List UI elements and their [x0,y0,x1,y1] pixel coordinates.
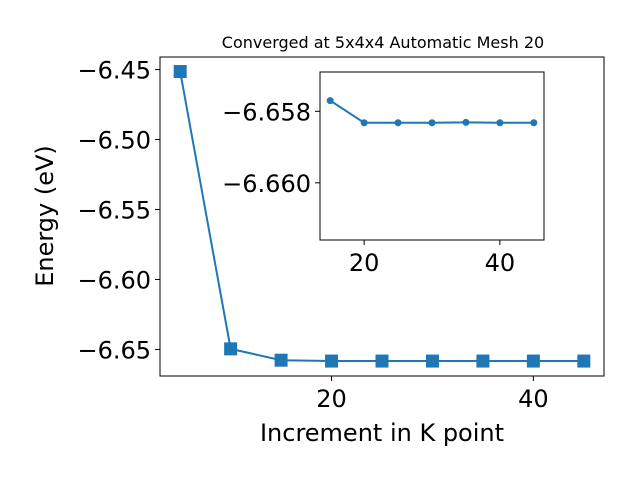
main-x-axis: 20 40 [316,376,549,413]
main-y-tick-label: −6.65 [77,336,151,364]
main-y-tick-label: −6.60 [77,266,151,294]
inset-y-tick-label: −6.658 [222,98,311,126]
main-x-tick-label: 20 [316,385,347,413]
inset-series [326,97,538,127]
main-x-tick-label: 40 [518,385,549,413]
main-data-point [425,354,439,368]
inset-x-axis: 20 40 [349,240,515,277]
main-y-tick-label: −6.55 [77,197,151,225]
main-data-point [173,65,187,79]
main-data-point [375,354,389,368]
inset-plot-area [319,71,545,241]
y-axis-label: Energy (eV) [31,145,59,287]
main-series [173,65,591,368]
main-plot: 20 40 −6.45−6.50−6.55−6.60−6.65 [77,56,605,413]
inset-x-tick-label: 40 [485,249,516,277]
main-plot-area [159,56,605,377]
main-data-point [325,354,339,368]
main-data-point [476,354,490,368]
inset-data-point [530,119,538,127]
inset-data-point [496,119,504,127]
main-y-tick-label: −6.45 [77,57,151,85]
inset-data-point [428,119,436,127]
inset-plot: 20 40 −6.660−6.658 [222,71,545,277]
inset-y-tick-label: −6.660 [222,170,311,198]
inset-data-point [394,119,402,127]
inset-data-point [462,118,470,126]
inset-data-point [360,119,368,127]
main-data-point [224,342,238,356]
main-y-axis: −6.45 −6.50 −6.55 −6.60 −6.65 [77,57,160,364]
main-data-point [274,353,288,367]
inset-y-axis: −6.660 −6.658 [222,98,320,198]
main-data-point [526,354,540,368]
main-y-tick-label: −6.50 [77,127,151,155]
inset-data-point [326,97,334,105]
inset-x-tick-label: 20 [349,249,380,277]
main-data-point [577,354,591,368]
x-axis-label: Increment in K point [260,419,504,447]
chart-title: Converged at 5x4x4 Automatic Mesh 20 [222,33,544,52]
